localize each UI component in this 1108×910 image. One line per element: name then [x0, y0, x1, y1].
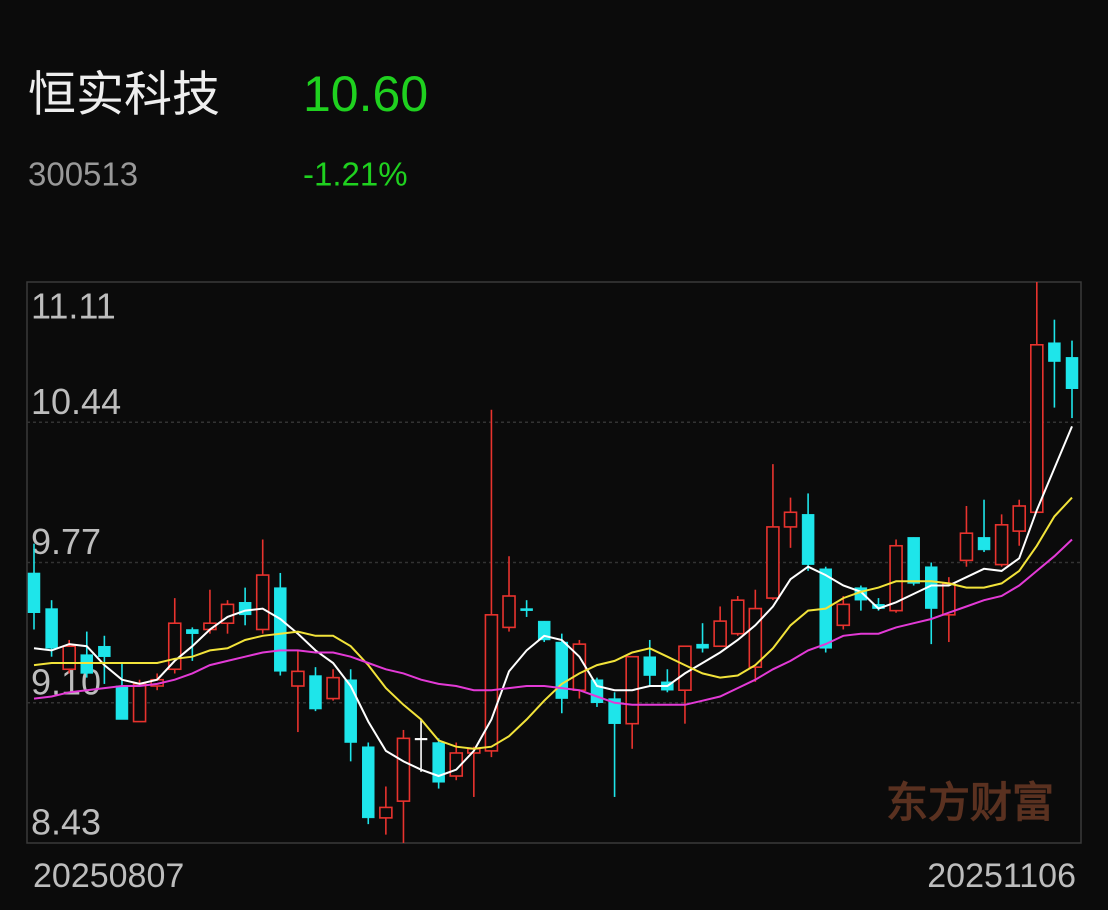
ma-line — [33, 496, 1073, 750]
price-change: -1.21% — [303, 156, 408, 193]
candle-body — [484, 614, 499, 752]
candle-body — [907, 537, 920, 584]
candle-body — [255, 574, 270, 631]
ma-line — [33, 538, 1073, 706]
candle-body — [309, 675, 322, 710]
candle-body — [801, 514, 815, 565]
candle-body — [362, 746, 375, 819]
candle-body — [396, 737, 411, 802]
stock-name: 恒实科技 — [28, 69, 220, 122]
candle-body — [748, 607, 763, 668]
candle-body — [379, 806, 393, 819]
candle-body — [977, 537, 991, 551]
candle-body — [326, 676, 340, 700]
candle-body — [502, 595, 516, 629]
candle-body — [994, 524, 1009, 566]
candle-body — [537, 620, 551, 641]
candle-body — [959, 532, 974, 562]
candle-body — [27, 572, 41, 613]
candle-body — [520, 608, 533, 611]
candle-body — [713, 620, 727, 648]
candle-body — [1012, 505, 1027, 532]
y-tick-label: 10.44 — [31, 381, 121, 422]
y-tick-label: 11.11 — [31, 286, 116, 327]
candle-body — [186, 629, 199, 634]
y-tick-label: 9.77 — [31, 521, 101, 562]
candle-body — [45, 608, 58, 649]
stock-code: 300513 — [28, 156, 138, 193]
candle-body — [608, 698, 621, 724]
candle-body — [696, 643, 709, 649]
candle-body — [942, 582, 956, 616]
candle-body — [414, 738, 428, 741]
candle-body — [730, 599, 745, 635]
candle-body — [80, 654, 94, 674]
candle-body — [1065, 357, 1079, 390]
candle-body — [590, 679, 604, 703]
watermark: 东方财富 — [886, 779, 1054, 826]
y-tick-label: 8.43 — [31, 802, 101, 843]
candle-body — [836, 603, 851, 627]
candle-body — [115, 685, 129, 720]
candle-body — [167, 622, 182, 671]
candle-body — [344, 679, 357, 743]
candle-body — [291, 670, 305, 687]
candle-body — [783, 511, 798, 528]
candle-body — [555, 641, 569, 699]
x-tick-label: 20251106 — [927, 857, 1076, 895]
candle-body — [1030, 343, 1044, 514]
candle-body — [889, 544, 903, 612]
candle-body — [432, 742, 445, 783]
candle-body — [766, 526, 780, 599]
candle-body — [274, 587, 287, 672]
candle-body — [62, 645, 76, 671]
stock-price: 10.60 — [303, 66, 428, 122]
x-tick-label: 20250807 — [33, 857, 184, 895]
candle-body — [132, 683, 147, 723]
candle-body — [678, 645, 692, 691]
candle-body — [572, 643, 587, 691]
candle-body — [98, 645, 111, 657]
candle-body — [1048, 342, 1061, 362]
ma-line — [33, 426, 1073, 778]
candle-body — [643, 656, 657, 676]
